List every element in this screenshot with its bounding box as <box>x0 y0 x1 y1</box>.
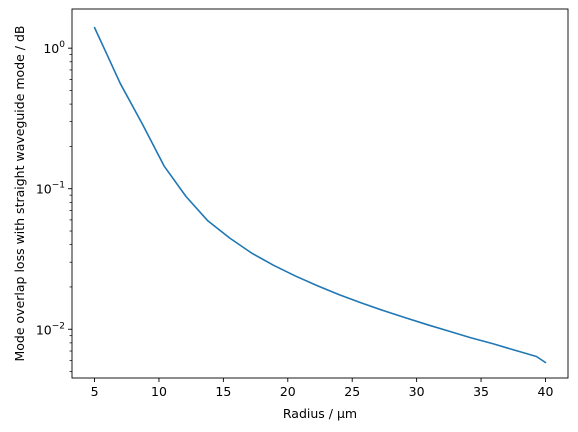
x-tick-label: 30 <box>409 384 425 399</box>
x-axis-title: Radius / µm <box>283 406 357 421</box>
axes-frame <box>71 8 569 379</box>
y-tick-label: 10−1 <box>36 181 65 197</box>
x-tick-label: 25 <box>344 384 360 399</box>
y-tick-label: 10−2 <box>36 321 65 337</box>
series-line <box>93 26 547 364</box>
x-tick-label: 5 <box>91 384 99 399</box>
y-axis: 10−2 10−1 100 <box>36 40 72 372</box>
x-tick-label: 20 <box>280 384 296 399</box>
x-tick-label: 15 <box>215 384 231 399</box>
x-tick-label: 10 <box>151 384 167 399</box>
x-axis: 5 10 15 20 25 30 35 40 <box>91 378 554 399</box>
y-tick-label: 100 <box>43 40 65 56</box>
x-tick-label: 35 <box>473 384 489 399</box>
y-axis-title: Mode overlap loss with straight waveguid… <box>12 26 27 362</box>
x-tick-label: 40 <box>538 384 554 399</box>
